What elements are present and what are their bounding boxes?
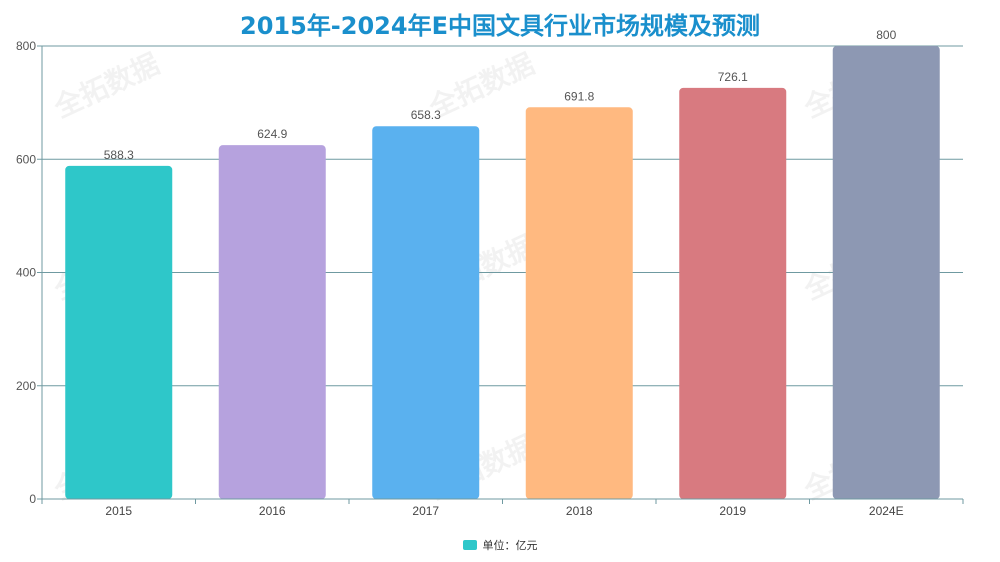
- data-label: 726.1: [718, 70, 748, 84]
- axes-group: 0 200 400 600 800 2015 2016 2017 2018 2019 2024E: [16, 39, 964, 518]
- chart-title: 2015年-2024年E中国文具行业市场规模及预测: [240, 12, 760, 40]
- y-tick-label: 600: [16, 152, 36, 166]
- data-label: 800: [876, 28, 896, 42]
- x-tick-label: 2024E: [869, 504, 904, 518]
- data-label: 691.8: [564, 89, 594, 103]
- bar[interactable]: [218, 145, 326, 499]
- x-tick-label: 2017: [412, 504, 439, 518]
- x-tick-label: 2018: [566, 504, 593, 518]
- y-tick-label: 0: [29, 492, 36, 506]
- y-tick-label: 200: [16, 379, 36, 393]
- watermark-text: 全拓数据: [48, 47, 164, 125]
- y-tick-label: 400: [16, 266, 36, 280]
- data-label: 624.9: [257, 127, 287, 141]
- data-label: 658.3: [411, 108, 441, 122]
- legend-label: 单位：亿元: [482, 539, 538, 552]
- bar[interactable]: [832, 46, 940, 499]
- bars-group: 588.3 624.9 658.3 691.8 726.1 800: [65, 28, 940, 500]
- legend[interactable]: 单位：亿元: [0, 537, 1000, 553]
- x-tick-label: 2015: [105, 504, 132, 518]
- bar[interactable]: [65, 165, 173, 499]
- y-tick-label: 800: [16, 39, 36, 53]
- x-tick-label: 2019: [719, 504, 746, 518]
- bar[interactable]: [372, 126, 480, 500]
- bar[interactable]: [525, 107, 633, 499]
- x-tick-label: 2016: [259, 504, 286, 518]
- legend-swatch: [462, 540, 477, 550]
- bar[interactable]: [679, 87, 787, 499]
- data-label: 588.3: [104, 148, 134, 162]
